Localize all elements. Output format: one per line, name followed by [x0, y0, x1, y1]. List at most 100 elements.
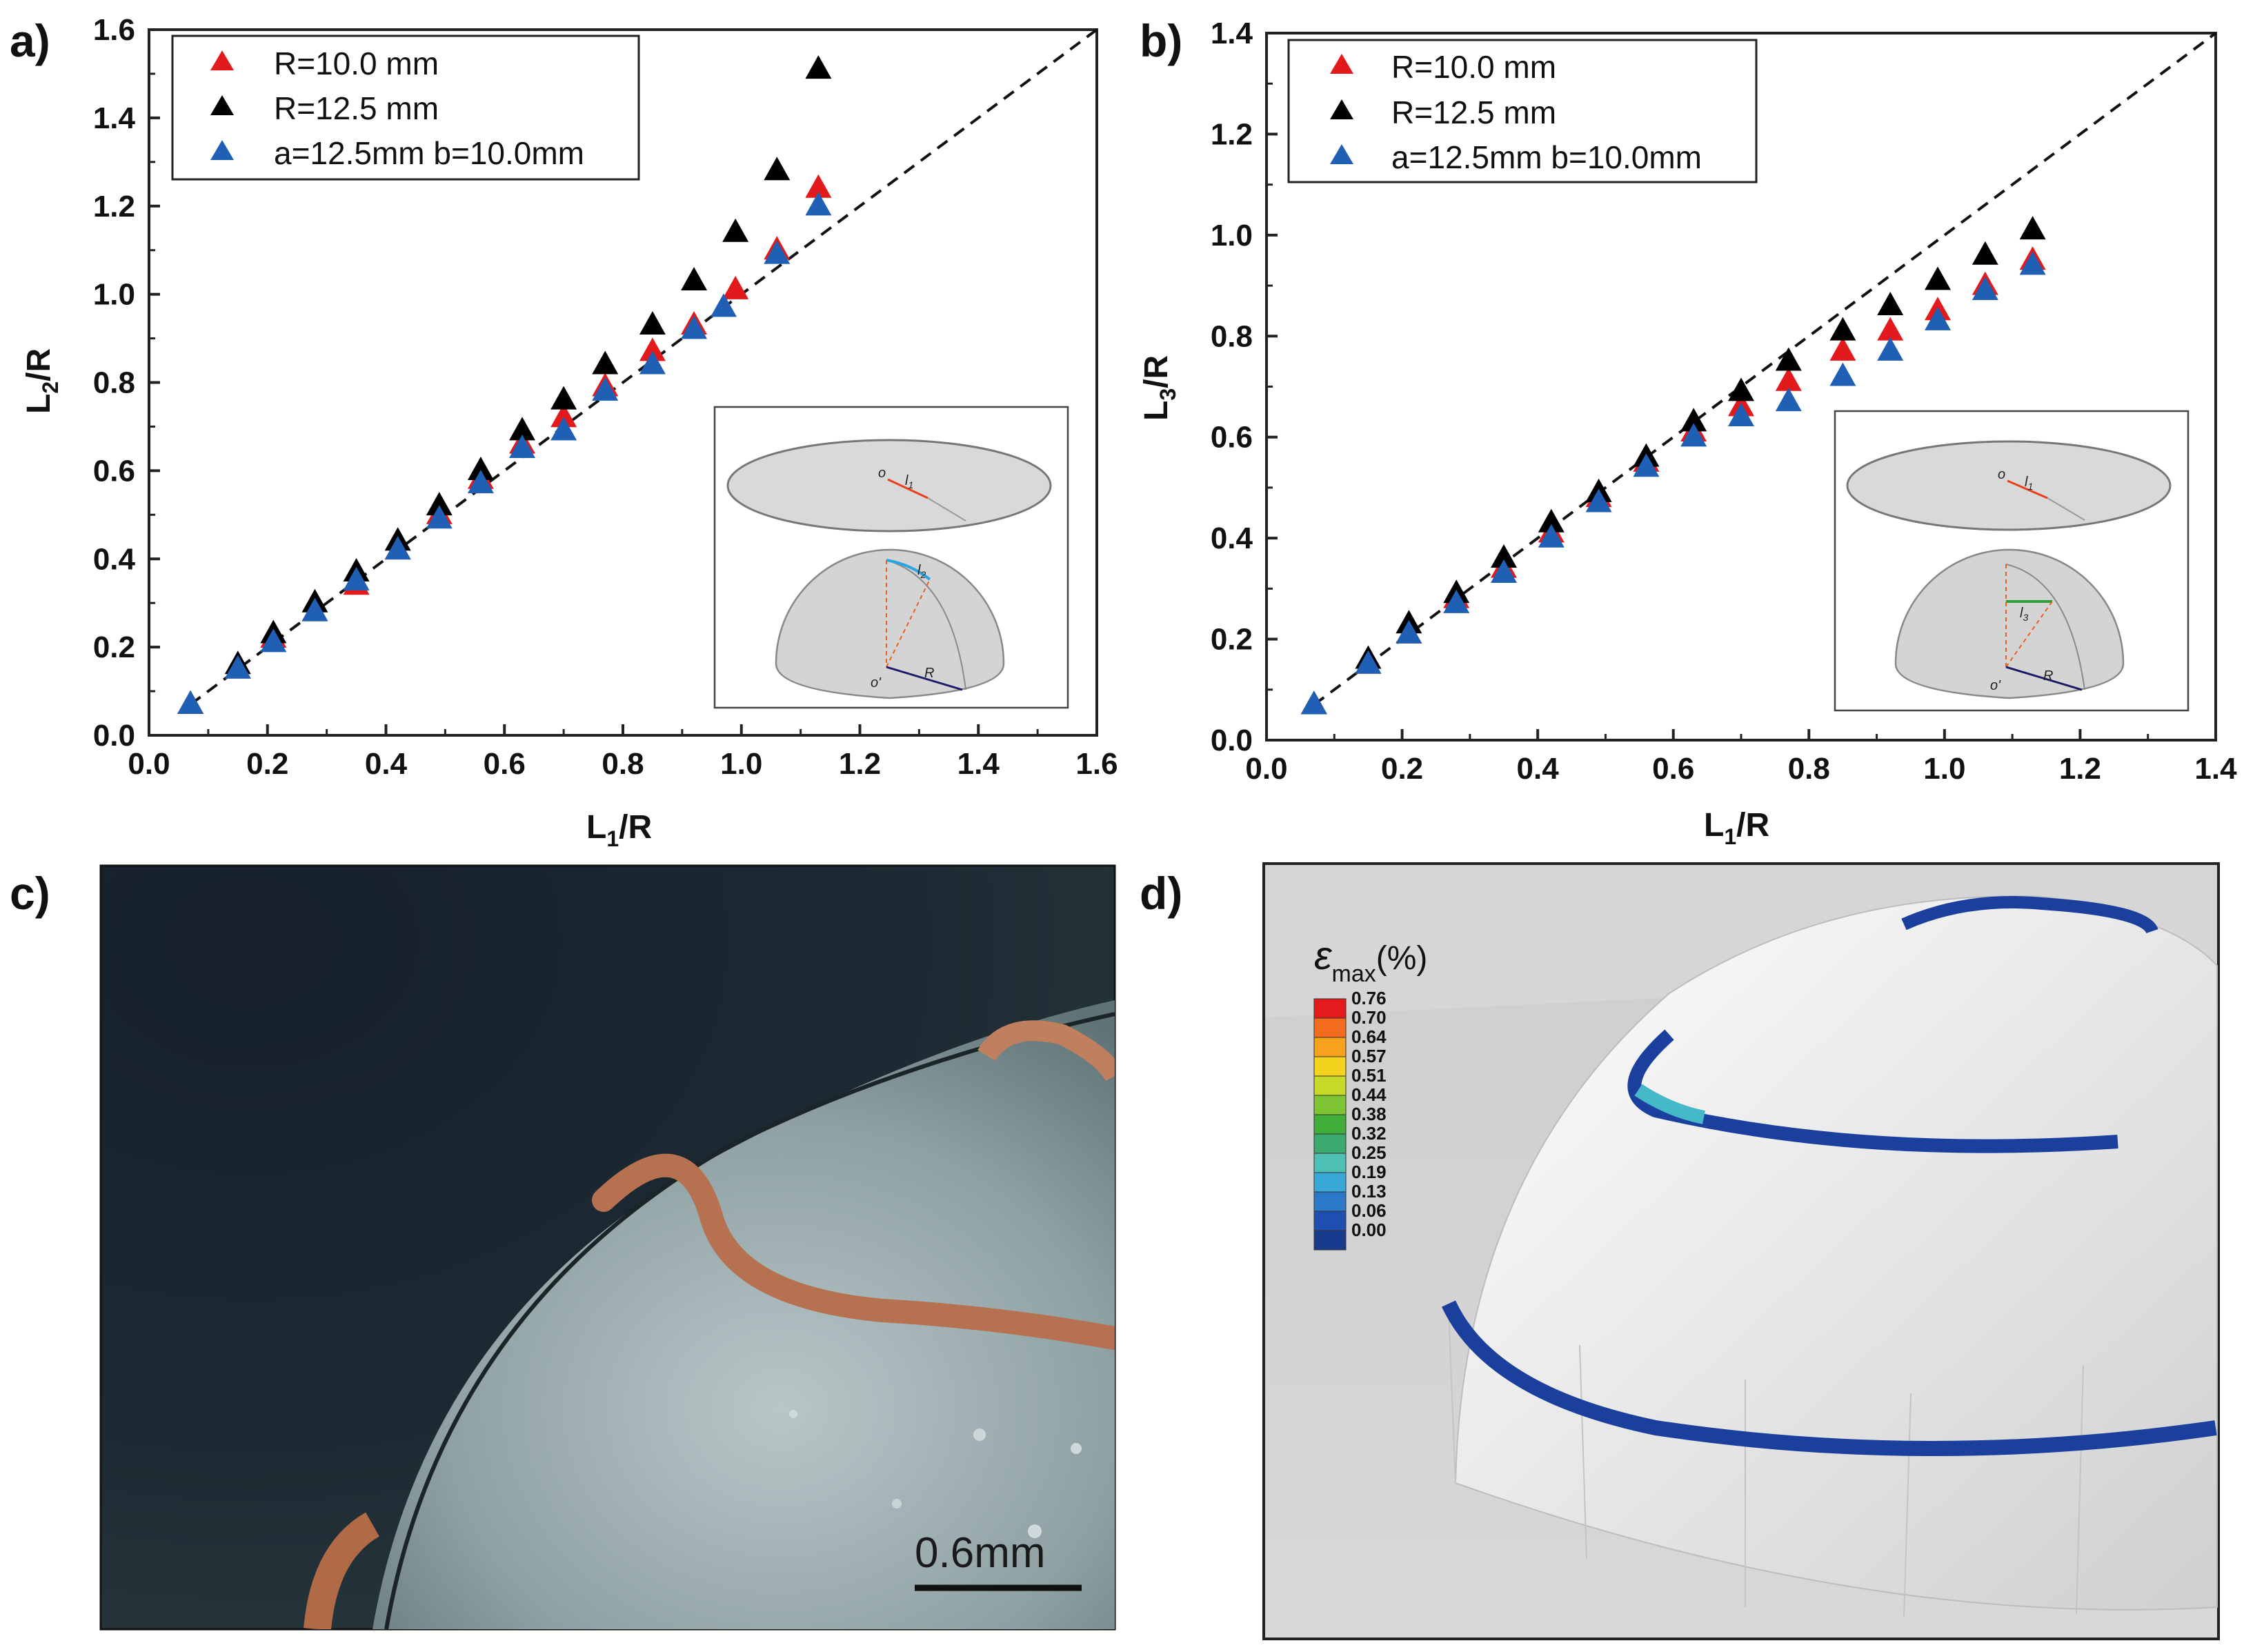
data-point-series-2: [1443, 589, 1470, 613]
legend-marker-a-0: [210, 50, 234, 70]
legend-label-a-2: a=12.5mm b=10.0mm: [274, 135, 584, 171]
data-point-series-2: [1972, 276, 1998, 300]
x-tick-label: 0.4: [1517, 752, 1560, 786]
data-point-series-1: [592, 350, 619, 375]
data-point-series-1: [1728, 377, 1754, 401]
inset-b-oprime-label: o': [1990, 678, 2001, 693]
chart-b: 0.0 0.2 0.4 0.6 0.8 1.0 1.2 1.4 0.0 0.2 0.4 0.6 0.8 1…: [1211, 17, 2237, 786]
data-point-series-2: [1728, 403, 1754, 427]
photo-droplet: [892, 1499, 902, 1509]
colorbar-tick-label: 0.51: [1351, 1065, 1387, 1086]
fem-spiral-highlight: [1634, 1084, 1706, 1124]
inset-b-radius-line: [2047, 497, 2085, 521]
colorbar-tick-label: 0.64: [1351, 1026, 1387, 1047]
data-point-series-0: [1829, 337, 1856, 361]
photo-content: [304, 1000, 1115, 1629]
inset-b-R-line: [2005, 666, 2083, 691]
inset-b-meridian: [2005, 564, 2085, 690]
data-point-series-2: [710, 293, 737, 317]
data-point-series-1: [1538, 508, 1565, 533]
x-tick-label: 0.8: [1788, 752, 1830, 786]
colorbar-swatch: [1313, 1095, 1347, 1115]
inset-a-radial-dash: [886, 579, 931, 668]
data-point-series-1: [1829, 317, 1856, 341]
y-tick-label: 1.4: [93, 101, 136, 135]
fem-panel: 0.760.700.640.570.510.440.380.320.250.19…: [1262, 862, 2220, 1640]
photo-copper-trace-top: [977, 1020, 1115, 1082]
colorbar-tick-label: 0.44: [1351, 1084, 1387, 1105]
x-tick-label: 1.2: [839, 747, 881, 781]
x-tick-label: 1.2: [2059, 752, 2101, 786]
data-point-series-0: [1775, 367, 1802, 391]
inset-a-R-line: [886, 666, 963, 691]
fem-spiral-bottom: [1442, 1300, 2217, 1456]
data-point-series-1: [2019, 216, 2046, 240]
colorbar-tick-label: 0.13: [1351, 1181, 1387, 1202]
data-point-series-1: [805, 55, 832, 79]
y-tick-label: 0.8: [1211, 319, 1253, 353]
chart-a-legend: R=10.0 mm R=12.5 mm a=12.5mm b=10.0mm: [171, 34, 640, 181]
colorbar-tick-label: 0.00: [1351, 1220, 1387, 1240]
colorbar-tick-label: 0.38: [1351, 1104, 1387, 1124]
reference-line-y-equals-x: [1313, 32, 2217, 706]
data-point-series-1: [1877, 291, 1904, 315]
inset-a-l1-label: l1: [905, 473, 913, 490]
inset-a-l1-segment: [887, 478, 929, 499]
inset-b-R-label: R: [2043, 668, 2053, 684]
data-point-series-2: [1633, 453, 1660, 477]
data-point-series-1: [1491, 544, 1517, 568]
y-tick-label: 0.2: [93, 630, 135, 664]
y-tick-label: 1.0: [1211, 219, 1253, 252]
x-tick-label: 1.4: [957, 747, 1000, 781]
data-point-series-1: [1680, 408, 1707, 432]
panel-label-a: a): [10, 15, 50, 66]
data-point-series-0: [722, 275, 749, 299]
x-tick-label: 1.0: [1923, 752, 1965, 786]
data-point-series-2: [1877, 337, 1904, 361]
data-point-series-1: [722, 218, 749, 242]
inset-a-disc: [726, 439, 1052, 533]
y-tick-label: 1.2: [1211, 117, 1253, 151]
photo-droplet: [973, 1429, 986, 1441]
inset-b-l3-label: l3: [2020, 606, 2028, 623]
colorbar-swatch: [1313, 1056, 1347, 1077]
x-tick-label: 0.4: [365, 747, 408, 781]
inset-a-l2-arc: [886, 559, 931, 581]
data-point-series-2: [1300, 690, 1327, 715]
fem-mesh-lines: [1448, 1310, 2084, 1618]
data-point-series-1: [764, 157, 791, 181]
colorbar-swatch: [1313, 1211, 1347, 1231]
colorbar-swatch: [1313, 1133, 1347, 1154]
data-point-series-2: [1829, 362, 1856, 386]
y-tick-label: 0.6: [1211, 421, 1253, 455]
fem-colorbar: 0.760.700.640.570.510.440.380.320.250.19…: [1313, 988, 1387, 1251]
data-point-series-2: [805, 192, 832, 216]
data-point-series-2: [1585, 488, 1612, 512]
x-tick-label: 0.2: [1381, 752, 1423, 786]
x-tick-label: 0.6: [484, 747, 526, 781]
photo-dome: [373, 1000, 1115, 1629]
data-point-series-1: [1972, 241, 1998, 265]
colorbar-swatch: [1313, 1172, 1347, 1193]
data-point-series-1: [1775, 347, 1802, 371]
data-point-series-2: [681, 315, 708, 339]
inset-b-l1-segment: [2007, 479, 2048, 499]
data-point-series-2: [1396, 619, 1422, 644]
data-point-series-1: [639, 310, 666, 335]
y-tick-label: 0.2: [1211, 623, 1253, 657]
colorbar-tick-label: 0.57: [1351, 1046, 1387, 1066]
data-point-series-1: [467, 456, 494, 480]
chart-b-xlabel: L1/R: [1704, 807, 1769, 849]
x-tick-label: 0.2: [246, 747, 288, 781]
data-point-series-2: [2019, 251, 2046, 275]
y-tick-label: 1.4: [1211, 17, 1253, 50]
chart-b-legend-box: [1287, 39, 1758, 183]
colorbar-tick-label: 0.32: [1351, 1123, 1387, 1144]
inset-a-oprime-label: o': [871, 675, 882, 690]
data-point-series-0: [639, 337, 666, 361]
data-point-series-1: [1925, 266, 1952, 290]
data-point-series-2: [764, 240, 791, 264]
chart-a-legend-box: [171, 34, 640, 181]
data-point-series-2: [177, 690, 204, 714]
